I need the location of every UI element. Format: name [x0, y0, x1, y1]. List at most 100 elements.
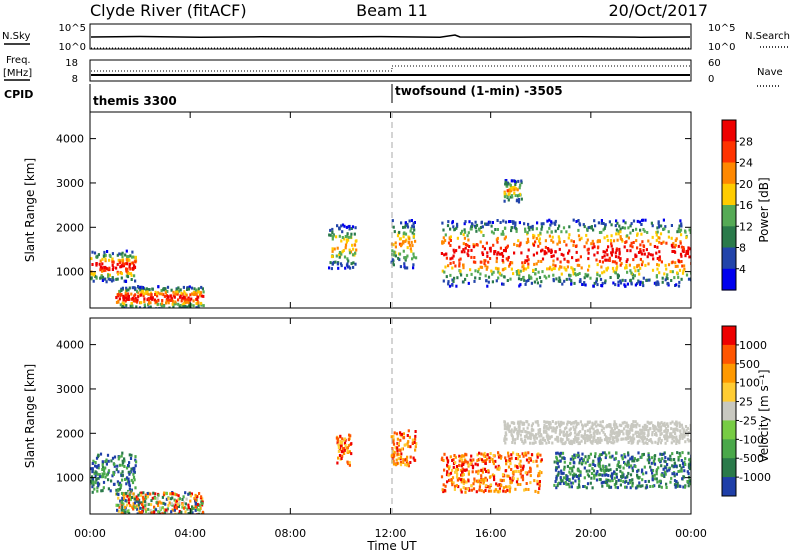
velocity-cell [130, 489, 133, 493]
power-cell [583, 225, 586, 229]
power-cell [679, 252, 683, 256]
velocity-cell [632, 439, 635, 443]
velocity-cell [651, 477, 654, 481]
velocity-cell [539, 441, 542, 445]
velocity-cell [394, 445, 397, 449]
velocity-cell [529, 481, 532, 485]
power-cell [518, 244, 521, 248]
power-cell [533, 262, 536, 266]
velocity-cell [164, 502, 167, 506]
velocity-cell [561, 442, 564, 446]
power-cell [623, 283, 626, 287]
velocity-cell [536, 464, 539, 468]
velocity-cell [681, 426, 684, 430]
velocity-cell [616, 464, 619, 468]
velocity-cell [629, 473, 633, 477]
velocity-cell [562, 471, 565, 475]
velocity-cell [345, 446, 348, 450]
power-cell [591, 246, 594, 250]
velocity-panel-frame [89, 317, 692, 515]
velocity-heatmap [90, 420, 691, 514]
power-cell [678, 224, 681, 228]
velocity-cell [399, 460, 403, 464]
velocity-cell [461, 470, 464, 474]
velocity-cell [94, 481, 97, 485]
power-cell [130, 301, 133, 305]
velocity-cell [460, 490, 463, 494]
velocity-cell [593, 473, 596, 477]
power-cell [513, 188, 516, 192]
velocity-cell [568, 428, 571, 432]
velocity-cell [188, 491, 191, 495]
power-cell [559, 260, 562, 264]
power-cell [597, 239, 600, 243]
velocity-cell [650, 456, 653, 460]
power-cell [568, 273, 571, 277]
power-cell [466, 243, 469, 247]
power-cell [671, 245, 674, 249]
velocity-cell [484, 489, 487, 492]
power-colorbar-swatch [722, 141, 736, 164]
power-cell [531, 227, 534, 231]
velocity-cell [107, 469, 111, 473]
velocity-cell [624, 485, 627, 489]
velocity-cell [617, 460, 620, 464]
velocity-cell [606, 483, 609, 487]
velocity-cell [561, 451, 565, 455]
velocity-cell [664, 460, 667, 464]
power-cell [642, 228, 645, 231]
power-cell [134, 260, 137, 264]
power-cell [339, 262, 343, 266]
velocity-cell [518, 462, 521, 466]
power-cell [568, 225, 571, 229]
velocity-cell [637, 468, 640, 472]
velocity-cell [456, 468, 460, 472]
velocity-cell [97, 466, 100, 470]
velocity-cell [638, 439, 641, 443]
velocity-cell [548, 436, 551, 440]
power-cell [575, 258, 578, 262]
velocity-cell [508, 484, 511, 488]
power-cell [614, 260, 617, 264]
power-cell [194, 290, 197, 294]
velocity-cell [391, 449, 395, 453]
velocity-cell [192, 506, 195, 510]
velocity-cell [534, 435, 537, 438]
velocity-cell [686, 426, 690, 430]
velocity-cell [534, 420, 537, 424]
velocity-colorbar-swatch [722, 363, 736, 384]
power-cell [408, 219, 411, 223]
velocity-cell [126, 480, 129, 484]
velocity-cell [482, 481, 485, 485]
velocity-cell [621, 421, 624, 425]
power-cell [404, 256, 407, 260]
power-cell [576, 263, 579, 267]
power-cell [518, 192, 521, 196]
velocity-cell [119, 499, 122, 503]
velocity-cell [576, 475, 579, 478]
power-cell [398, 252, 402, 256]
power-cell [344, 235, 347, 238]
power-cell [111, 276, 114, 280]
velocity-cell [141, 503, 144, 507]
power-cell [406, 222, 409, 226]
power-cell [575, 273, 578, 277]
velocity-cell [556, 484, 559, 488]
power-cell [629, 279, 632, 283]
velocity-cell [102, 480, 106, 484]
velocity-cell [657, 466, 660, 470]
power-cell [514, 183, 517, 187]
power-cell [400, 221, 403, 225]
power-cell [103, 277, 106, 281]
power-cell [487, 260, 490, 264]
velocity-cell [664, 441, 667, 445]
velocity-cell [580, 457, 583, 461]
power-cell [594, 224, 597, 228]
velocity-cell [185, 497, 188, 501]
power-cell [460, 250, 463, 254]
power-cell [345, 225, 348, 229]
velocity-cell [648, 427, 651, 431]
velocity-cell [508, 489, 511, 493]
velocity-cell [121, 478, 124, 482]
power-cell [452, 248, 455, 252]
